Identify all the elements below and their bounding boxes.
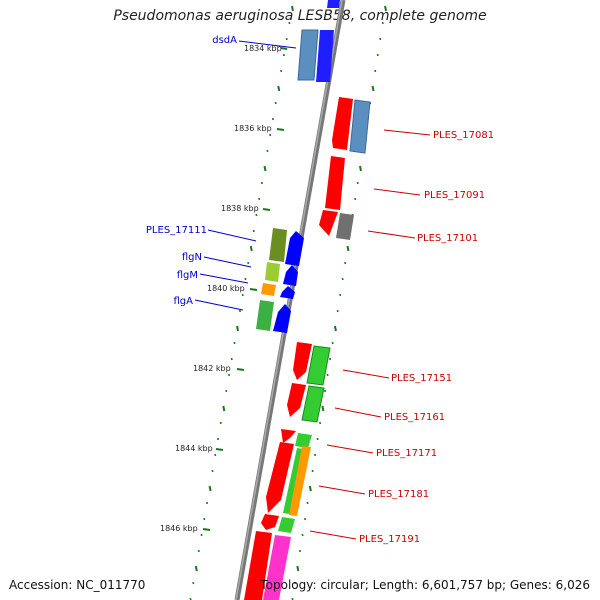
- left-label-leaders: [194, 40, 297, 311]
- gene-PLES_17171-block[interactable]: [295, 433, 312, 448]
- leader-line: [207, 229, 257, 242]
- outer-ring-tick: [296, 565, 300, 572]
- leader-line: [367, 230, 416, 239]
- gene-label-flgN[interactable]: flgN: [182, 252, 202, 263]
- scale-tick-1840: [249, 288, 258, 291]
- gene-red-arrow[interactable]: [261, 514, 279, 530]
- gene-blue-arrow[interactable]: [285, 231, 304, 266]
- gene-magenta-block[interactable]: [263, 535, 291, 600]
- scale-tick-1842: [236, 368, 245, 371]
- scale-tick-1846: [202, 528, 211, 531]
- gene-PLES_17151-arrow[interactable]: [293, 342, 312, 380]
- gene-steelblue-block[interactable]: [349, 99, 371, 154]
- inner-ring-tick: [277, 85, 281, 92]
- scale-tick-1844: [215, 448, 224, 451]
- gene-PLES_17181-arrow[interactable]: [266, 442, 294, 513]
- gene-PLES_17091-arrow-head[interactable]: [319, 210, 338, 236]
- tick-rings: [189, 5, 388, 600]
- gene-PLES_17191-block[interactable]: [278, 517, 295, 533]
- left-gene-labels: dsdA PLES_17111 flgN flgM flgA: [146, 35, 237, 307]
- gene-flgN-block[interactable]: [265, 262, 280, 282]
- outer-ring-tick: [384, 5, 388, 12]
- gene-red-arrow[interactable]: [281, 429, 296, 443]
- gene-label-PLES_17151[interactable]: PLES_17151: [391, 373, 452, 384]
- outer-ring-tick: [333, 325, 337, 332]
- gene-label-flgM[interactable]: flgM: [177, 270, 198, 281]
- gene-PLES_17181-orange[interactable]: [289, 446, 311, 516]
- outer-ring-tick: [308, 485, 312, 492]
- topology-text: Topology: circular; Length: 6,601,757 bp…: [260, 578, 590, 592]
- gene-label-PLES_17111[interactable]: PLES_17111: [146, 225, 207, 236]
- gene-flgM-block[interactable]: [261, 283, 276, 296]
- gene-PLES_17151-block[interactable]: [306, 345, 331, 386]
- gene-label-PLES_17101[interactable]: PLES_17101: [417, 233, 478, 244]
- scale-label: 1836 kbp: [234, 124, 272, 133]
- scale-tick-1834: [280, 47, 288, 50]
- inner-ring-tick: [290, 5, 294, 12]
- inner-ring-tick: [208, 485, 212, 492]
- leader-line: [373, 188, 421, 196]
- leader-line: [326, 444, 374, 454]
- outer-ring-tick: [321, 405, 325, 412]
- genome-backbone-highlight: [235, 0, 343, 600]
- leader-line: [309, 530, 357, 540]
- gene-dsdA-arrow[interactable]: [316, 30, 334, 82]
- kbp-scale: 1834 kbp 1836 kbp 1838 kbp 1840 kbp 1842…: [160, 44, 288, 533]
- scale-label: 1846 kbp: [160, 524, 198, 533]
- leader-line: [238, 40, 297, 49]
- gene-PLES_17101-block[interactable]: [336, 213, 354, 240]
- gene-label-PLES_17171[interactable]: PLES_17171: [376, 448, 437, 459]
- gene-blue-arrow[interactable]: [280, 286, 295, 299]
- gene-blue-arrow[interactable]: [283, 265, 298, 286]
- gene-label-flgA[interactable]: flgA: [174, 296, 194, 307]
- gene-PLES_17161-block[interactable]: [301, 385, 325, 423]
- gene-steelblue-block[interactable]: [297, 29, 319, 81]
- gene-PLES_17091-arrow[interactable]: [325, 156, 345, 210]
- gene-label-dsdA[interactable]: dsdA: [212, 35, 237, 46]
- scale-label: 1842 kbp: [193, 364, 231, 373]
- right-label-leaders: [309, 129, 431, 540]
- inner-ring-tick: [249, 245, 253, 252]
- scale-label: 1844 kbp: [175, 444, 213, 453]
- inner-ring-tick: [263, 165, 267, 172]
- outer-ring-tick: [371, 85, 375, 92]
- scale-label: 1834 kbp: [244, 44, 282, 53]
- gene-red-block[interactable]: [244, 531, 272, 600]
- accession-text: Accession: NC_011770: [9, 578, 146, 592]
- scale-tick-1838: [262, 208, 271, 211]
- gene-label-PLES_17091[interactable]: PLES_17091: [424, 190, 485, 201]
- gene-label-PLES_17161[interactable]: PLES_17161: [384, 412, 445, 423]
- leader-line: [342, 369, 390, 379]
- inner-ring-tick: [236, 325, 240, 332]
- leader-line: [199, 273, 249, 284]
- outer-ring-tick: [359, 165, 362, 172]
- scale-label: 1840 kbp: [207, 284, 245, 293]
- inner-ring-tick: [222, 405, 226, 412]
- outer-ring-tick: [346, 245, 350, 252]
- leader-line: [334, 407, 382, 418]
- scale-label: 1838 kbp: [221, 204, 259, 213]
- leader-line: [203, 256, 252, 268]
- leader-line: [194, 299, 244, 311]
- gene-flgA-block[interactable]: [256, 300, 274, 331]
- gene-PLES_17081-arrow[interactable]: [332, 97, 353, 150]
- leader-line: [383, 129, 431, 136]
- gene-PLES_17161-arrow[interactable]: [287, 383, 306, 417]
- gene-PLES_17111-block[interactable]: [269, 228, 287, 262]
- genome-backbone: [234, 0, 346, 600]
- gene-blue-arrow[interactable]: [273, 304, 291, 333]
- right-gene-labels: PLES_17081 PLES_17091 PLES_17101 PLES_17…: [359, 130, 494, 545]
- map-title: Pseudomonas aeruginosa LESB58, complete …: [113, 8, 487, 24]
- gene-features: [244, 0, 371, 600]
- gene-label-PLES_17191[interactable]: PLES_17191: [359, 534, 420, 545]
- leader-line: [318, 485, 366, 495]
- gene-dsdA-arrow[interactable]: [327, 0, 340, 8]
- gene-label-PLES_17081[interactable]: PLES_17081: [433, 130, 494, 141]
- scale-tick-1836: [276, 128, 285, 131]
- gene-label-PLES_17181[interactable]: PLES_17181: [368, 489, 429, 500]
- inner-ring-tick: [194, 565, 198, 572]
